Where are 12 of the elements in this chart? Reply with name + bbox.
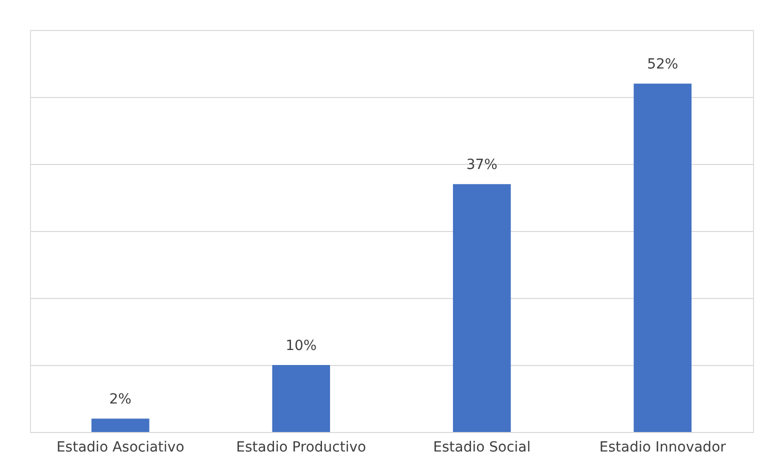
data-label: 52% (647, 56, 678, 73)
x-tick-label: Estadio Social (433, 440, 531, 456)
data-label: 37% (466, 157, 498, 174)
bar (634, 84, 692, 432)
bar (272, 365, 330, 432)
x-tick-label: Estadio Asociativo (56, 440, 184, 456)
bar (452, 184, 511, 432)
x-tick-label: Estadio Innovador (599, 440, 726, 456)
x-tick-label: Estadio Productivo (236, 440, 366, 456)
bar (91, 418, 150, 432)
data-label: 10% (286, 338, 317, 354)
data-label: 2% (109, 392, 132, 408)
